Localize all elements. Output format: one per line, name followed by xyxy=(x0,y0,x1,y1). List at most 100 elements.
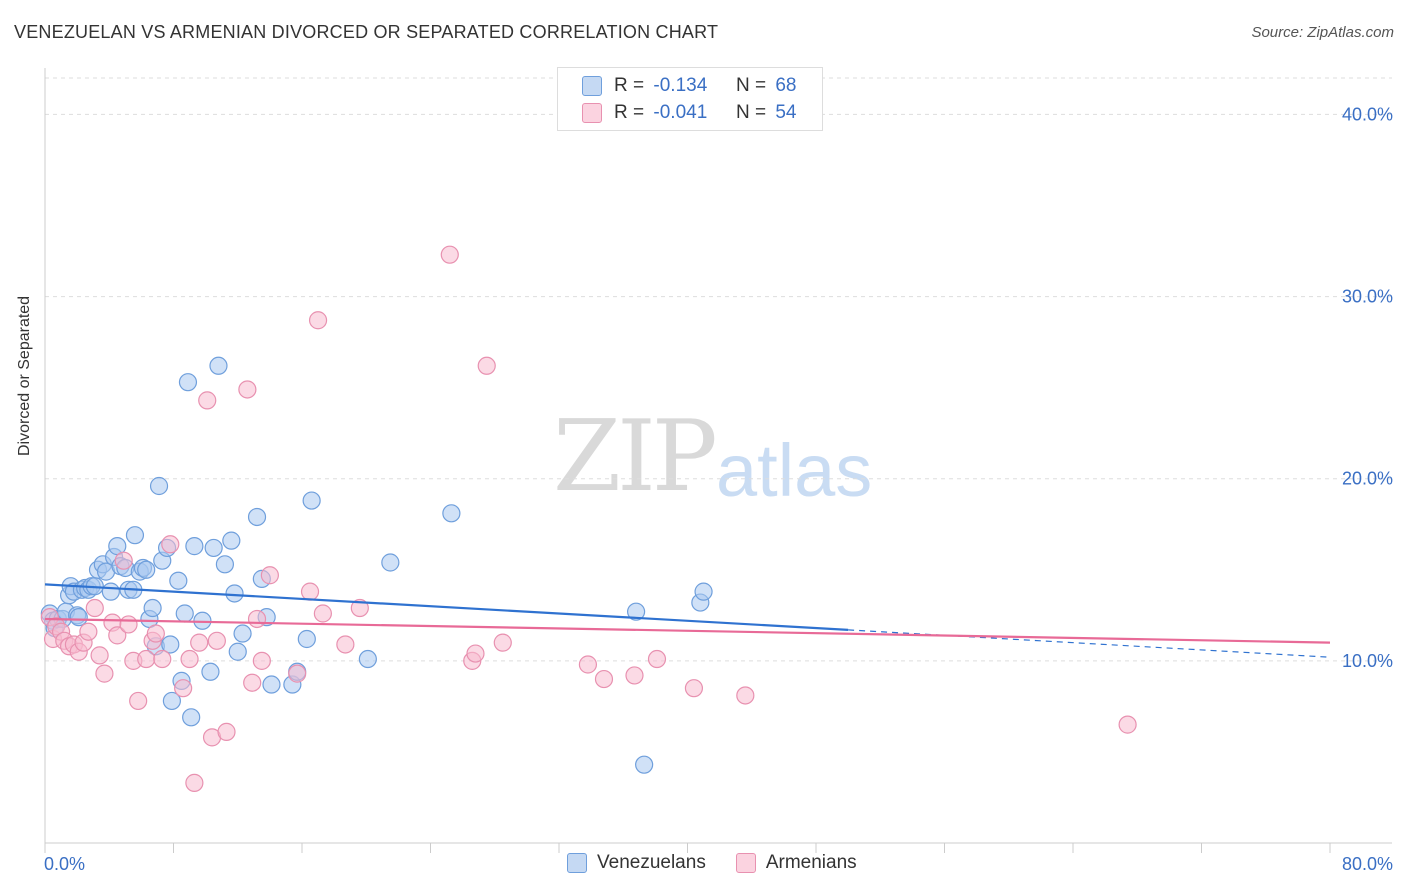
armenian-point xyxy=(90,646,109,665)
venezuelan-point xyxy=(143,598,162,618)
venezuelans-n-label: N = xyxy=(735,75,767,96)
armenian-point xyxy=(180,649,199,669)
venezuelan-point xyxy=(262,675,281,694)
armenian-point xyxy=(217,722,236,741)
venezuelan-point xyxy=(101,582,120,601)
armenian-point xyxy=(647,649,667,669)
venezuelan-point xyxy=(247,507,267,527)
armenians-swatch xyxy=(582,103,602,123)
armenians-legend-label: Armenians xyxy=(765,852,857,873)
armenian-point xyxy=(137,649,156,669)
watermark-zip: ZIP xyxy=(553,400,718,514)
armenian-point xyxy=(313,604,332,623)
venezuelan-point xyxy=(381,553,400,572)
venezuelan-point xyxy=(442,504,461,523)
armenian-point xyxy=(1118,715,1137,734)
venezuelan-point xyxy=(215,555,234,574)
venezuelan-point xyxy=(635,755,654,774)
series-legend: Venezuelans Armenians xyxy=(567,852,887,874)
x-tick-label: 0.0% xyxy=(44,854,85,874)
armenians-legend-swatch xyxy=(735,853,756,873)
armenian-point xyxy=(243,673,262,692)
armenian-point xyxy=(477,356,496,375)
armenian-point xyxy=(247,609,267,629)
armenian-point xyxy=(440,245,459,264)
armenian-point xyxy=(260,566,279,585)
armenian-point xyxy=(288,664,307,683)
armenian-point xyxy=(190,633,209,652)
watermark-atlas: atlas xyxy=(716,429,873,512)
venezuelan-point xyxy=(626,602,646,621)
armenian-point xyxy=(308,311,328,330)
armenian-point xyxy=(119,615,138,634)
venezuelan-point xyxy=(694,582,713,601)
armenian-point xyxy=(466,644,485,663)
venezuelans-legend-label: Venezuelans xyxy=(597,852,706,873)
venezuelan-point xyxy=(185,537,204,556)
legend-item-venezuelans: Venezuelans xyxy=(567,852,706,874)
venezuelan-point xyxy=(169,571,188,590)
x-tick-label: 80.0% xyxy=(1342,854,1393,874)
venezuelan-point xyxy=(233,624,252,643)
venezuelans-trendline-extension xyxy=(848,629,1331,658)
armenians-r-label: R = xyxy=(614,102,645,123)
y-tick-label: 20.0% xyxy=(1342,469,1393,489)
venezuelan-point xyxy=(204,538,223,558)
venezuelan-point xyxy=(297,629,316,649)
armenian-point xyxy=(95,664,114,683)
venezuelan-point xyxy=(222,531,241,550)
armenian-point xyxy=(684,679,704,698)
armenian-point xyxy=(736,686,755,705)
armenian-point xyxy=(300,582,320,601)
venezuelan-point xyxy=(137,560,156,579)
source-label: Source: ZipAtlas.com xyxy=(1251,24,1394,41)
correlation-legend: R = -0.134 N = 68 R = -0.041 N = 54 xyxy=(557,67,823,131)
venezuelan-point xyxy=(209,356,228,375)
venezuelan-point xyxy=(125,526,145,545)
armenian-point xyxy=(336,635,355,654)
armenian-point xyxy=(493,633,512,652)
venezuelan-point xyxy=(225,584,244,603)
armenian-point xyxy=(207,631,226,650)
armenian-point xyxy=(174,679,193,698)
chart-title: VENEZUELAN VS ARMENIAN DIVORCED OR SEPAR… xyxy=(14,22,719,42)
venezuelan-point xyxy=(201,662,220,681)
armenian-point xyxy=(350,598,369,618)
venezuelan-point xyxy=(175,604,194,623)
armenian-point xyxy=(79,622,98,641)
venezuelans-r-label: R = xyxy=(614,75,645,96)
armenians-r-value: -0.041 xyxy=(653,102,708,123)
armenians-n-label: N = xyxy=(735,102,767,123)
armenian-point xyxy=(161,535,180,554)
venezuelans-n-value: 68 xyxy=(775,75,797,96)
armenian-point xyxy=(108,626,127,645)
venezuelan-point xyxy=(162,691,181,711)
venezuelans-r-value: -0.134 xyxy=(653,75,708,96)
armenian-point xyxy=(625,666,644,685)
venezuelans-legend-swatch xyxy=(567,853,587,873)
y-tick-label: 30.0% xyxy=(1342,287,1393,307)
armenian-point xyxy=(153,649,172,669)
y-tick-label: 10.0% xyxy=(1342,651,1393,671)
armenian-point xyxy=(146,624,165,643)
venezuelan-point xyxy=(228,642,247,661)
venezuelan-point xyxy=(161,635,180,654)
armenians-trendline xyxy=(44,617,1331,644)
armenian-point xyxy=(114,551,133,570)
armenian-point xyxy=(129,691,148,711)
armenian-point xyxy=(185,773,204,792)
venezuelans-trendline xyxy=(44,583,849,631)
legend-row-armenians: R = -0.041 N = 54 xyxy=(582,101,796,125)
armenian-point xyxy=(85,598,104,618)
y-axis-label: Divorced or Separated xyxy=(16,295,33,456)
armenian-point xyxy=(252,651,271,670)
venezuelan-point xyxy=(182,708,201,727)
armenian-point xyxy=(594,669,614,689)
venezuelan-point xyxy=(178,373,198,392)
venezuelan-point xyxy=(358,649,377,669)
armenian-point xyxy=(238,380,257,399)
y-tick-label: 40.0% xyxy=(1342,104,1393,124)
armenian-point xyxy=(578,655,598,674)
venezuelan-point xyxy=(302,491,321,510)
